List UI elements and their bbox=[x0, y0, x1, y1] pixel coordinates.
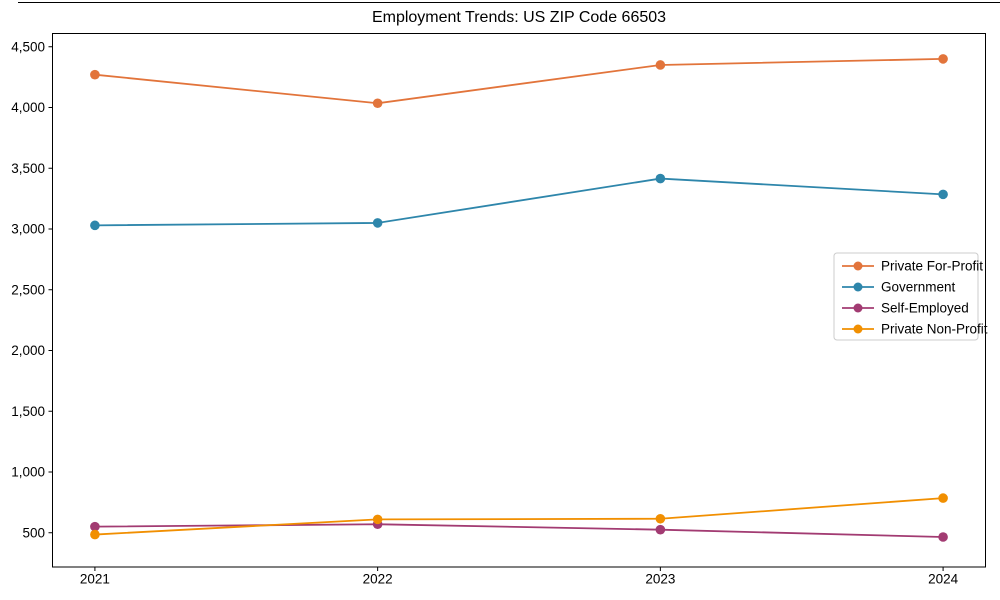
x-tick-label: 2021 bbox=[80, 572, 110, 587]
y-tick-label: 1,000 bbox=[11, 465, 45, 480]
series-marker-private-for-profit bbox=[655, 60, 666, 70]
y-tick-label: 3,500 bbox=[11, 161, 45, 176]
window-top-edge bbox=[18, 1, 1000, 3]
y-tick-label: 4,000 bbox=[11, 100, 45, 115]
legend-marker-self-employed bbox=[853, 303, 863, 313]
y-tick-label: 2,500 bbox=[11, 282, 45, 297]
y-tick-label: 500 bbox=[22, 525, 45, 540]
legend-label-self-employed: Self-Employed bbox=[881, 301, 969, 316]
series-line-private-for-profit bbox=[94, 57, 944, 105]
series-marker-self-employed bbox=[655, 524, 666, 535]
series-marker-private-non-profit bbox=[90, 529, 100, 540]
series-marker-private-non-profit bbox=[655, 513, 666, 524]
legend-label-private-non-profit: Private Non-Profit bbox=[881, 322, 988, 337]
series-marker-government bbox=[90, 220, 100, 231]
chart-title: Employment Trends: US ZIP Code 66503 bbox=[371, 9, 667, 26]
legend-label-government: Government bbox=[881, 280, 956, 295]
series-marker-private-for-profit bbox=[372, 98, 383, 109]
series-marker-self-employed bbox=[90, 521, 100, 532]
legend-label-private-for-profit: Private For-Profit bbox=[881, 259, 983, 274]
series-marker-government bbox=[655, 173, 666, 184]
series-marker-private-non-profit bbox=[938, 493, 948, 503]
x-tick-label: 2024 bbox=[928, 572, 959, 587]
series-marker-private-for-profit bbox=[938, 54, 948, 64]
y-tick-label: 4,500 bbox=[11, 39, 45, 54]
y-tick-label: 1,500 bbox=[11, 404, 45, 419]
legend-marker-private-for-profit bbox=[853, 261, 863, 271]
x-tick-label: 2022 bbox=[363, 572, 393, 587]
legend-marker-government bbox=[853, 282, 863, 292]
series-marker-government bbox=[938, 189, 948, 200]
x-tick-label: 2023 bbox=[645, 572, 675, 587]
series-marker-private-non-profit bbox=[372, 514, 383, 525]
series-marker-private-for-profit bbox=[90, 69, 100, 80]
series-marker-government bbox=[372, 218, 383, 228]
y-tick-label: 3,000 bbox=[11, 222, 45, 237]
series-marker-self-employed bbox=[938, 532, 948, 542]
series-line-private-non-profit bbox=[94, 497, 944, 536]
y-tick-label: 2,000 bbox=[11, 343, 45, 358]
legend-box bbox=[833, 252, 979, 341]
series-line-government bbox=[94, 177, 944, 227]
legend-marker-private-non-profit bbox=[853, 324, 863, 334]
plot-border bbox=[52, 33, 986, 568]
series-line-self-employed bbox=[94, 523, 944, 538]
